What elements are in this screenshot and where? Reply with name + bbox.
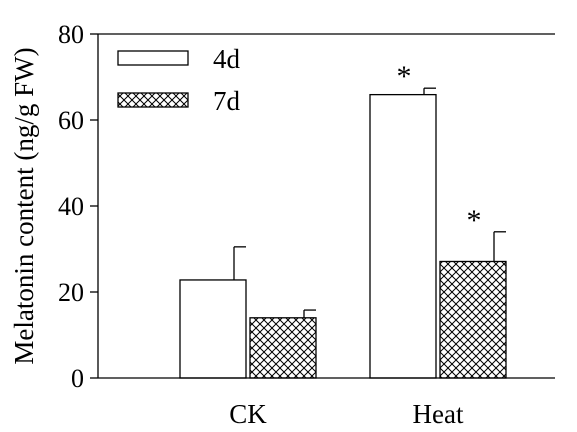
bar-heat-7d	[439, 260, 507, 379]
x-tick-label: CK	[229, 399, 267, 429]
significance-marker: *	[467, 204, 482, 237]
legend-swatch-7d	[117, 92, 189, 108]
y-tick-label: 0	[71, 364, 84, 393]
y-axis-label: Melatonin content (ng/g FW)	[9, 47, 39, 364]
bar-ck-4d	[179, 279, 247, 379]
y-tick-label: 20	[58, 278, 84, 307]
legend-label-4d: 4d	[213, 44, 241, 74]
x-tick-label: Heat	[413, 399, 464, 429]
bar-ck-7d	[249, 317, 317, 379]
x-axis: CK Heat	[98, 377, 555, 429]
plot-area: **	[98, 33, 555, 379]
bar-heat-4d	[369, 93, 437, 379]
significance-marker: *	[397, 60, 412, 93]
y-axis: 0 20 40 60 80	[58, 20, 99, 393]
y-tick-label: 40	[58, 192, 84, 221]
y-tick-label: 80	[58, 20, 84, 49]
y-tick-label: 60	[58, 106, 84, 135]
legend-label-7d: 7d	[213, 86, 241, 116]
legend-swatch-4d	[117, 50, 189, 66]
